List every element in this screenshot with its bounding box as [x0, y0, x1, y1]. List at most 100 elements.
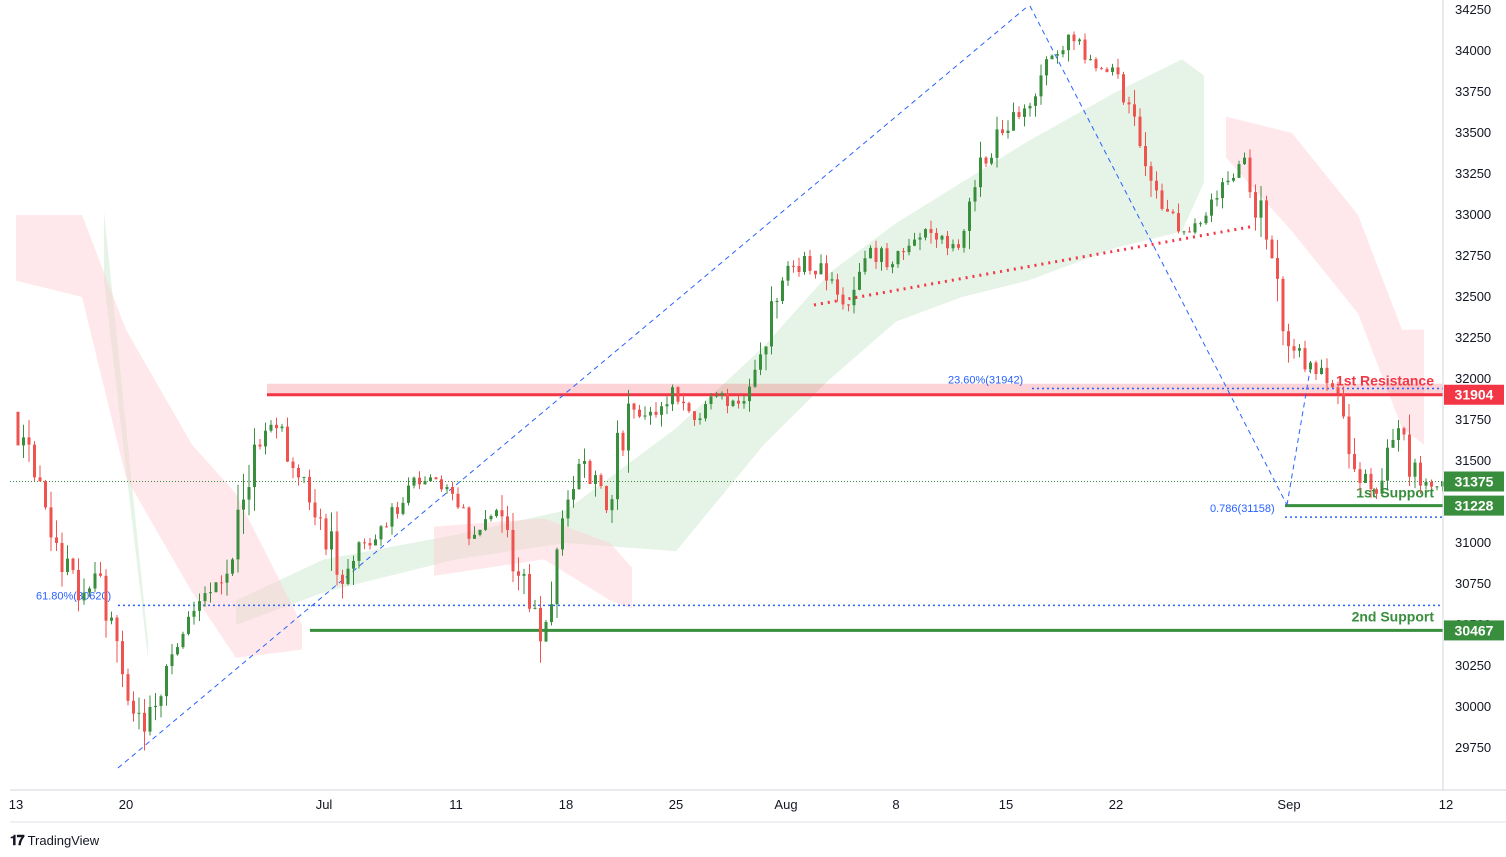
candle: [1265, 195, 1268, 250]
y-tick-label: 32750: [1455, 248, 1491, 263]
candle-body: [814, 270, 817, 275]
candle: [704, 400, 707, 422]
candle-body: [577, 463, 581, 490]
candle-body: [1314, 362, 1318, 375]
candle-body: [275, 424, 278, 429]
candle-body: [841, 294, 845, 305]
candle-body: [1232, 177, 1235, 181]
candle-body: [236, 509, 240, 560]
candle: [726, 388, 729, 414]
candle-body: [55, 537, 58, 543]
price-label-box: [1444, 495, 1504, 516]
candle: [709, 393, 713, 410]
candle: [847, 304, 850, 312]
candle-body: [748, 386, 751, 402]
candle: [566, 490, 570, 527]
candle: [451, 481, 454, 501]
tradingview-logo[interactable]: 𝟏𝟕 TradingView: [10, 831, 99, 849]
candle: [1017, 106, 1021, 120]
candle-body: [478, 529, 482, 535]
candle-body: [154, 705, 157, 708]
candle: [1160, 183, 1164, 211]
x-tick-label: 11: [449, 797, 463, 812]
candle-body: [368, 543, 372, 546]
candle: [1248, 149, 1252, 198]
candle: [1419, 455, 1422, 494]
candle-body: [203, 593, 207, 602]
candle: [434, 476, 438, 480]
candle: [649, 406, 652, 425]
candle: [258, 438, 262, 450]
candle-body: [286, 426, 289, 462]
candle-body: [82, 592, 86, 601]
candle-body: [891, 264, 894, 268]
x-tick-label: 18: [559, 797, 573, 812]
candle: [720, 391, 724, 400]
candle-body: [682, 401, 685, 404]
candle-body: [60, 543, 64, 573]
candle-body: [731, 400, 735, 406]
y-tick-label: 30000: [1455, 699, 1491, 714]
candle-body: [412, 477, 416, 486]
candle: [192, 601, 196, 625]
candle: [1298, 343, 1301, 358]
candle: [242, 473, 245, 534]
candle: [247, 464, 251, 516]
candle: [346, 558, 350, 586]
candle-body: [880, 248, 883, 262]
candle-body: [445, 487, 449, 490]
candle-body: [1380, 480, 1384, 494]
candle: [599, 473, 603, 489]
candle: [737, 396, 740, 409]
candle: [379, 524, 383, 546]
candle-body: [247, 487, 251, 500]
candle-body: [660, 406, 663, 415]
candle: [1023, 104, 1026, 127]
trend-lines: [117, 5, 1311, 769]
candle: [1303, 340, 1307, 373]
candle-body: [561, 518, 564, 550]
candle-body: [676, 387, 680, 402]
candle: [957, 239, 960, 251]
candle-body: [44, 481, 47, 508]
candle-body: [231, 559, 234, 574]
candle-body: [858, 271, 861, 290]
candle: [291, 457, 295, 479]
candle: [632, 402, 636, 419]
candle: [1177, 203, 1180, 234]
candle: [1133, 89, 1136, 127]
candle-body: [1210, 199, 1213, 216]
candle: [907, 238, 911, 256]
candle-body: [1259, 200, 1263, 218]
candle-body: [1127, 102, 1131, 105]
candle-body: [143, 712, 146, 732]
candle-body: [1149, 166, 1153, 181]
candle: [214, 582, 218, 593]
candle-body: [1089, 59, 1092, 61]
candle: [819, 254, 823, 275]
candle-body: [313, 502, 317, 518]
cloud-red-mid: [434, 518, 632, 609]
candle: [1281, 276, 1285, 346]
candle: [1155, 171, 1158, 199]
candle: [357, 541, 361, 569]
candle: [126, 668, 130, 706]
candle: [1331, 379, 1334, 388]
support-1-label: 1st Support: [1356, 485, 1434, 501]
candle-body: [929, 229, 933, 233]
candle-body: [225, 573, 229, 583]
candle-body: [918, 237, 922, 240]
candle: [429, 474, 432, 482]
candle-body: [1375, 489, 1378, 494]
candle: [341, 569, 344, 599]
candle-body: [1215, 198, 1219, 200]
candle: [643, 406, 647, 420]
candle-body: [869, 247, 872, 259]
candle: [1006, 120, 1010, 139]
candle: [1226, 171, 1230, 186]
candle-body: [726, 393, 729, 406]
candle: [594, 470, 597, 497]
candle-body: [819, 263, 823, 275]
candle-body: [280, 426, 284, 429]
